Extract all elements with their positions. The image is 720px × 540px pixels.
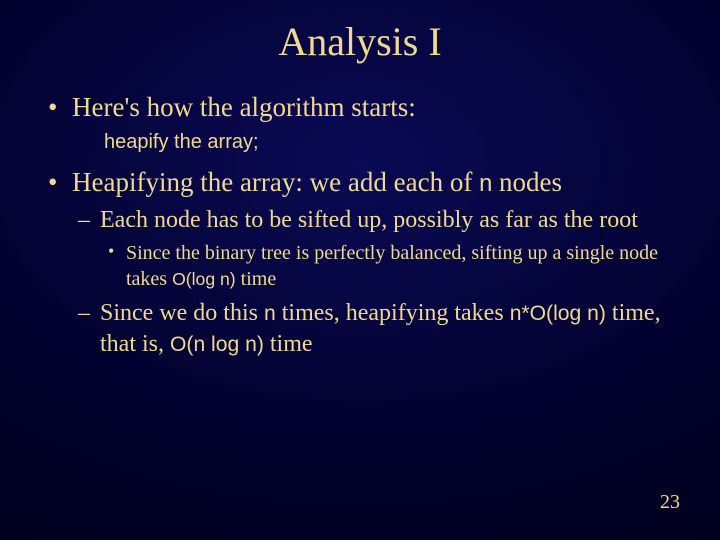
dash-2: Since we do this n times, heapifying tak… xyxy=(100,298,692,360)
bullet-2-pre: Heapifying the array: we add each of xyxy=(72,167,479,197)
slide-container: Analysis I Here's how the algorithm star… xyxy=(0,0,720,540)
dash-2-a: Since we do this xyxy=(100,300,264,326)
bullet-1-text: Here's how the algorithm starts: xyxy=(72,92,416,122)
dash-2-d: time xyxy=(264,331,313,357)
dot2-1: Since the binary tree is perfectly balan… xyxy=(126,240,692,292)
dash-2-code2: O(n log n) xyxy=(170,333,264,356)
bullet-list: Here's how the algorithm starts: xyxy=(28,89,692,125)
bullet-2-post: nodes xyxy=(492,167,562,197)
code-heapify: heapify the array; xyxy=(104,131,692,154)
dash-2-n: n xyxy=(264,302,276,325)
dot2-1-post: time xyxy=(236,268,277,290)
dash-2-b: times, heapifying takes xyxy=(276,300,510,326)
dash-1-text: Each node has to be sifted up, possibly … xyxy=(100,207,638,233)
slide-title: Analysis I xyxy=(28,18,692,65)
bullet-list-2: Heapifying the array: we add each of n n… xyxy=(28,164,692,360)
dot2-list: Since the binary tree is perfectly balan… xyxy=(100,240,692,292)
dash-1: Each node has to be sifted up, possibly … xyxy=(100,205,692,292)
bullet-2: Heapifying the array: we add each of n n… xyxy=(72,164,692,360)
bullet-1: Here's how the algorithm starts: xyxy=(72,89,692,125)
bullet-2-n: n xyxy=(479,170,492,197)
dash-2-code1: n*O(log n) xyxy=(510,302,606,325)
dot2-1-code: O(log n) xyxy=(172,269,236,289)
dash-list: Each node has to be sifted up, possibly … xyxy=(72,205,692,361)
page-number: 23 xyxy=(660,491,680,514)
